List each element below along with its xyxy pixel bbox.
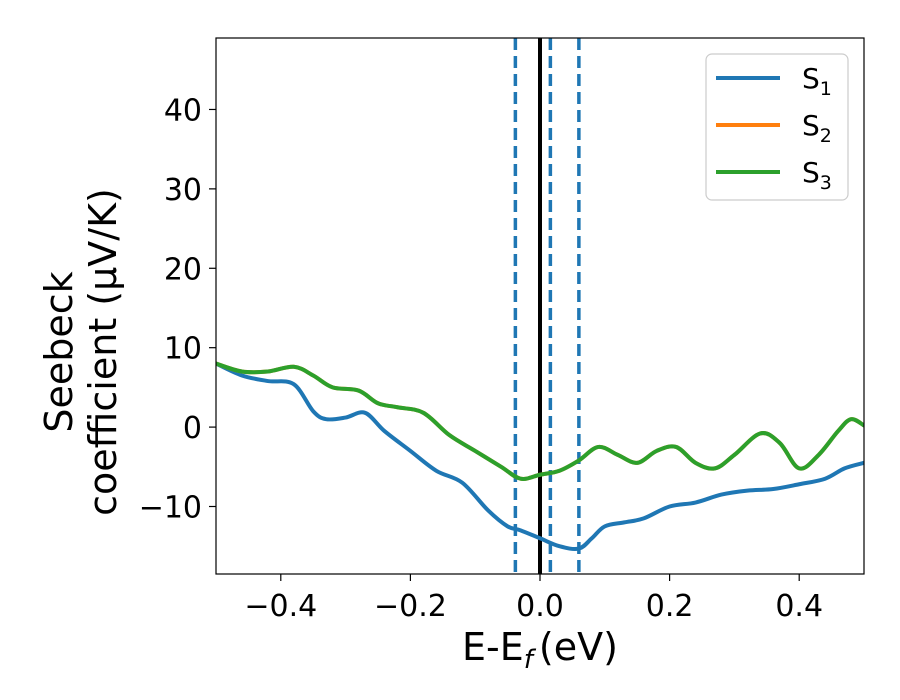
legend-label-S2: S2 [802,109,832,147]
x-axis-label-unit: (eV) [539,625,618,669]
legend: S1 S2 S3 [705,53,849,201]
y-tick-label: 10 [164,332,202,367]
y-axis-ticks: −10 0 10 20 30 40 [139,93,216,526]
x-axis-label: E-Ef (eV) [462,625,618,675]
y-tick-label: 40 [164,93,202,128]
legend-label-S3: S3 [802,156,832,194]
vertical-reference-lines [513,38,581,574]
x-tick-label: −0.4 [244,589,317,624]
x-axis-ticks: −0.4 −0.2 0.0 0.2 0.4 [244,574,823,624]
x-tick-label: 0.2 [646,589,694,624]
x-axis-label-main: E-E [462,625,524,669]
legend-label-S1: S1 [802,62,832,100]
y-axis-label: Seebeck coefficient (μV/K) [37,188,125,516]
x-tick-label: 0.4 [775,589,823,624]
series-line-S1 [216,361,864,552]
x-tick-label: −0.2 [374,589,447,624]
series-line-S3 [216,361,864,481]
x-tick-label: 0.0 [516,589,564,624]
y-tick-label: 20 [164,252,202,287]
y-axis-label-line1: Seebeck [37,271,81,432]
y-axis-label-line2: coefficient (μV/K) [81,188,125,516]
y-tick-label: 30 [164,173,202,208]
y-tick-label: 0 [183,411,202,446]
y-tick-label: −10 [139,491,202,526]
series-lines [216,361,864,552]
